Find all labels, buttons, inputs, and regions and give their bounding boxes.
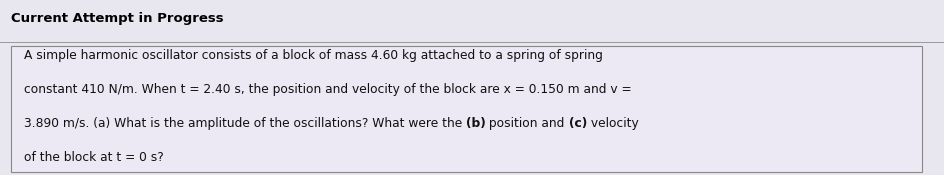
Text: (c): (c) — [568, 117, 587, 130]
Text: of the block at t = 0 s?: of the block at t = 0 s? — [24, 151, 163, 164]
Text: A simple harmonic oscillator consists of a block of mass 4.60 kg attached to a s: A simple harmonic oscillator consists of… — [24, 49, 602, 62]
Text: velocity: velocity — [587, 117, 639, 130]
Text: position and: position and — [485, 117, 568, 130]
Text: constant 410 N/m. When t = 2.40 s, the position and velocity of the block are x : constant 410 N/m. When t = 2.40 s, the p… — [24, 83, 632, 96]
Text: 3.890 m/s. (a) What is the amplitude of the oscillations? What were the: 3.890 m/s. (a) What is the amplitude of … — [24, 117, 465, 130]
Text: Current Attempt in Progress: Current Attempt in Progress — [11, 12, 224, 25]
Text: (b): (b) — [465, 117, 485, 130]
